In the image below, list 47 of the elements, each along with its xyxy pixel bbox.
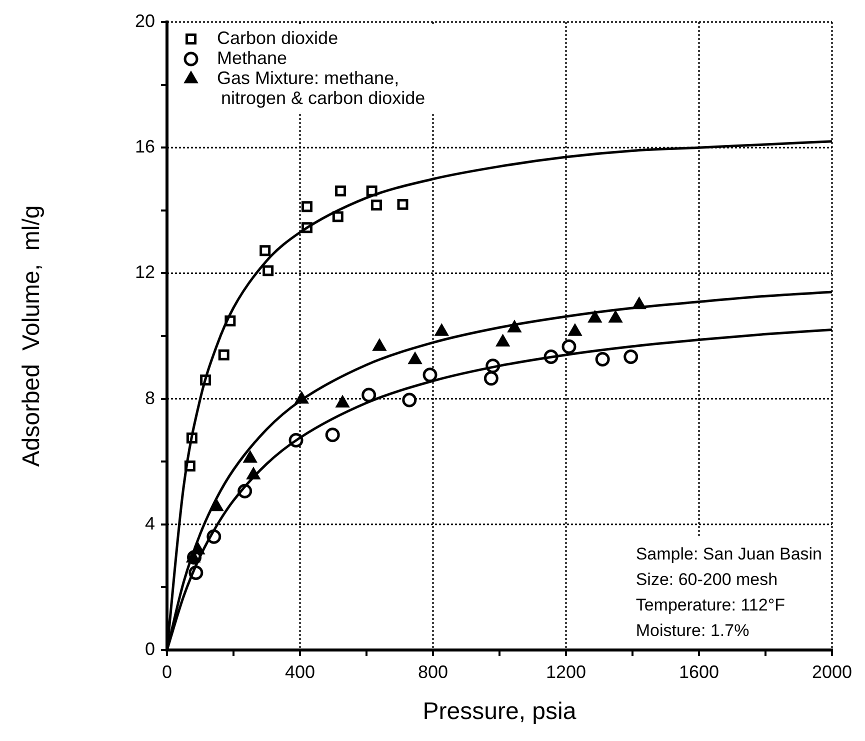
- point: [402, 392, 417, 408]
- point: [332, 211, 344, 222]
- point: [595, 352, 610, 366]
- x-tick-label: 800: [418, 662, 448, 682]
- point: [370, 200, 382, 211]
- y-tick-label: 20: [134, 10, 155, 31]
- point: [336, 396, 350, 408]
- point: [218, 349, 230, 360]
- point: [609, 311, 622, 323]
- x-tick-label: 400: [284, 662, 316, 682]
- point: [335, 185, 346, 196]
- point: [260, 245, 271, 256]
- y-tick-label: 16: [134, 136, 155, 157]
- x-tick-label: 1200: [546, 662, 586, 682]
- point: [325, 428, 340, 442]
- annotation: Size: 60-200 mesh: [636, 570, 778, 589]
- point: [373, 339, 386, 351]
- point: [408, 352, 422, 364]
- y-tick-label: 8: [144, 388, 155, 408]
- annotation: Moisture: 1.7%: [636, 620, 750, 640]
- point: [301, 201, 312, 212]
- point: [262, 265, 274, 276]
- point: [496, 335, 510, 347]
- point: [588, 311, 602, 323]
- legend-label: Gas Mixture: methane, nitrogen & carbon dioxide: [217, 68, 426, 108]
- point: [362, 388, 376, 402]
- point: [397, 198, 408, 210]
- annotation: Temperature: 112°F: [636, 595, 785, 614]
- legend-label: Methane: [217, 48, 288, 68]
- y-tick-label: 4: [144, 513, 155, 534]
- point: [562, 339, 576, 354]
- point: [508, 320, 521, 332]
- point: [422, 368, 438, 382]
- y-tick-label: 0: [144, 638, 155, 659]
- x-axis-title: Pressure, psia: [422, 698, 577, 726]
- x-tick-label: 1600: [678, 662, 720, 682]
- point: [484, 371, 498, 386]
- point: [244, 451, 257, 463]
- point: [568, 324, 582, 336]
- legend-label: Carbon dioxide: [217, 28, 338, 48]
- point: [435, 324, 448, 336]
- point: [624, 349, 638, 364]
- annotation: Sample: San Juan Basin: [636, 544, 822, 564]
- x-tick-label: 2000: [812, 662, 852, 682]
- y-axis-title: Adsorbed Volume, ml/g: [18, 205, 46, 467]
- y-tick-label: 12: [134, 262, 155, 282]
- x-tick-label: 0: [162, 662, 172, 682]
